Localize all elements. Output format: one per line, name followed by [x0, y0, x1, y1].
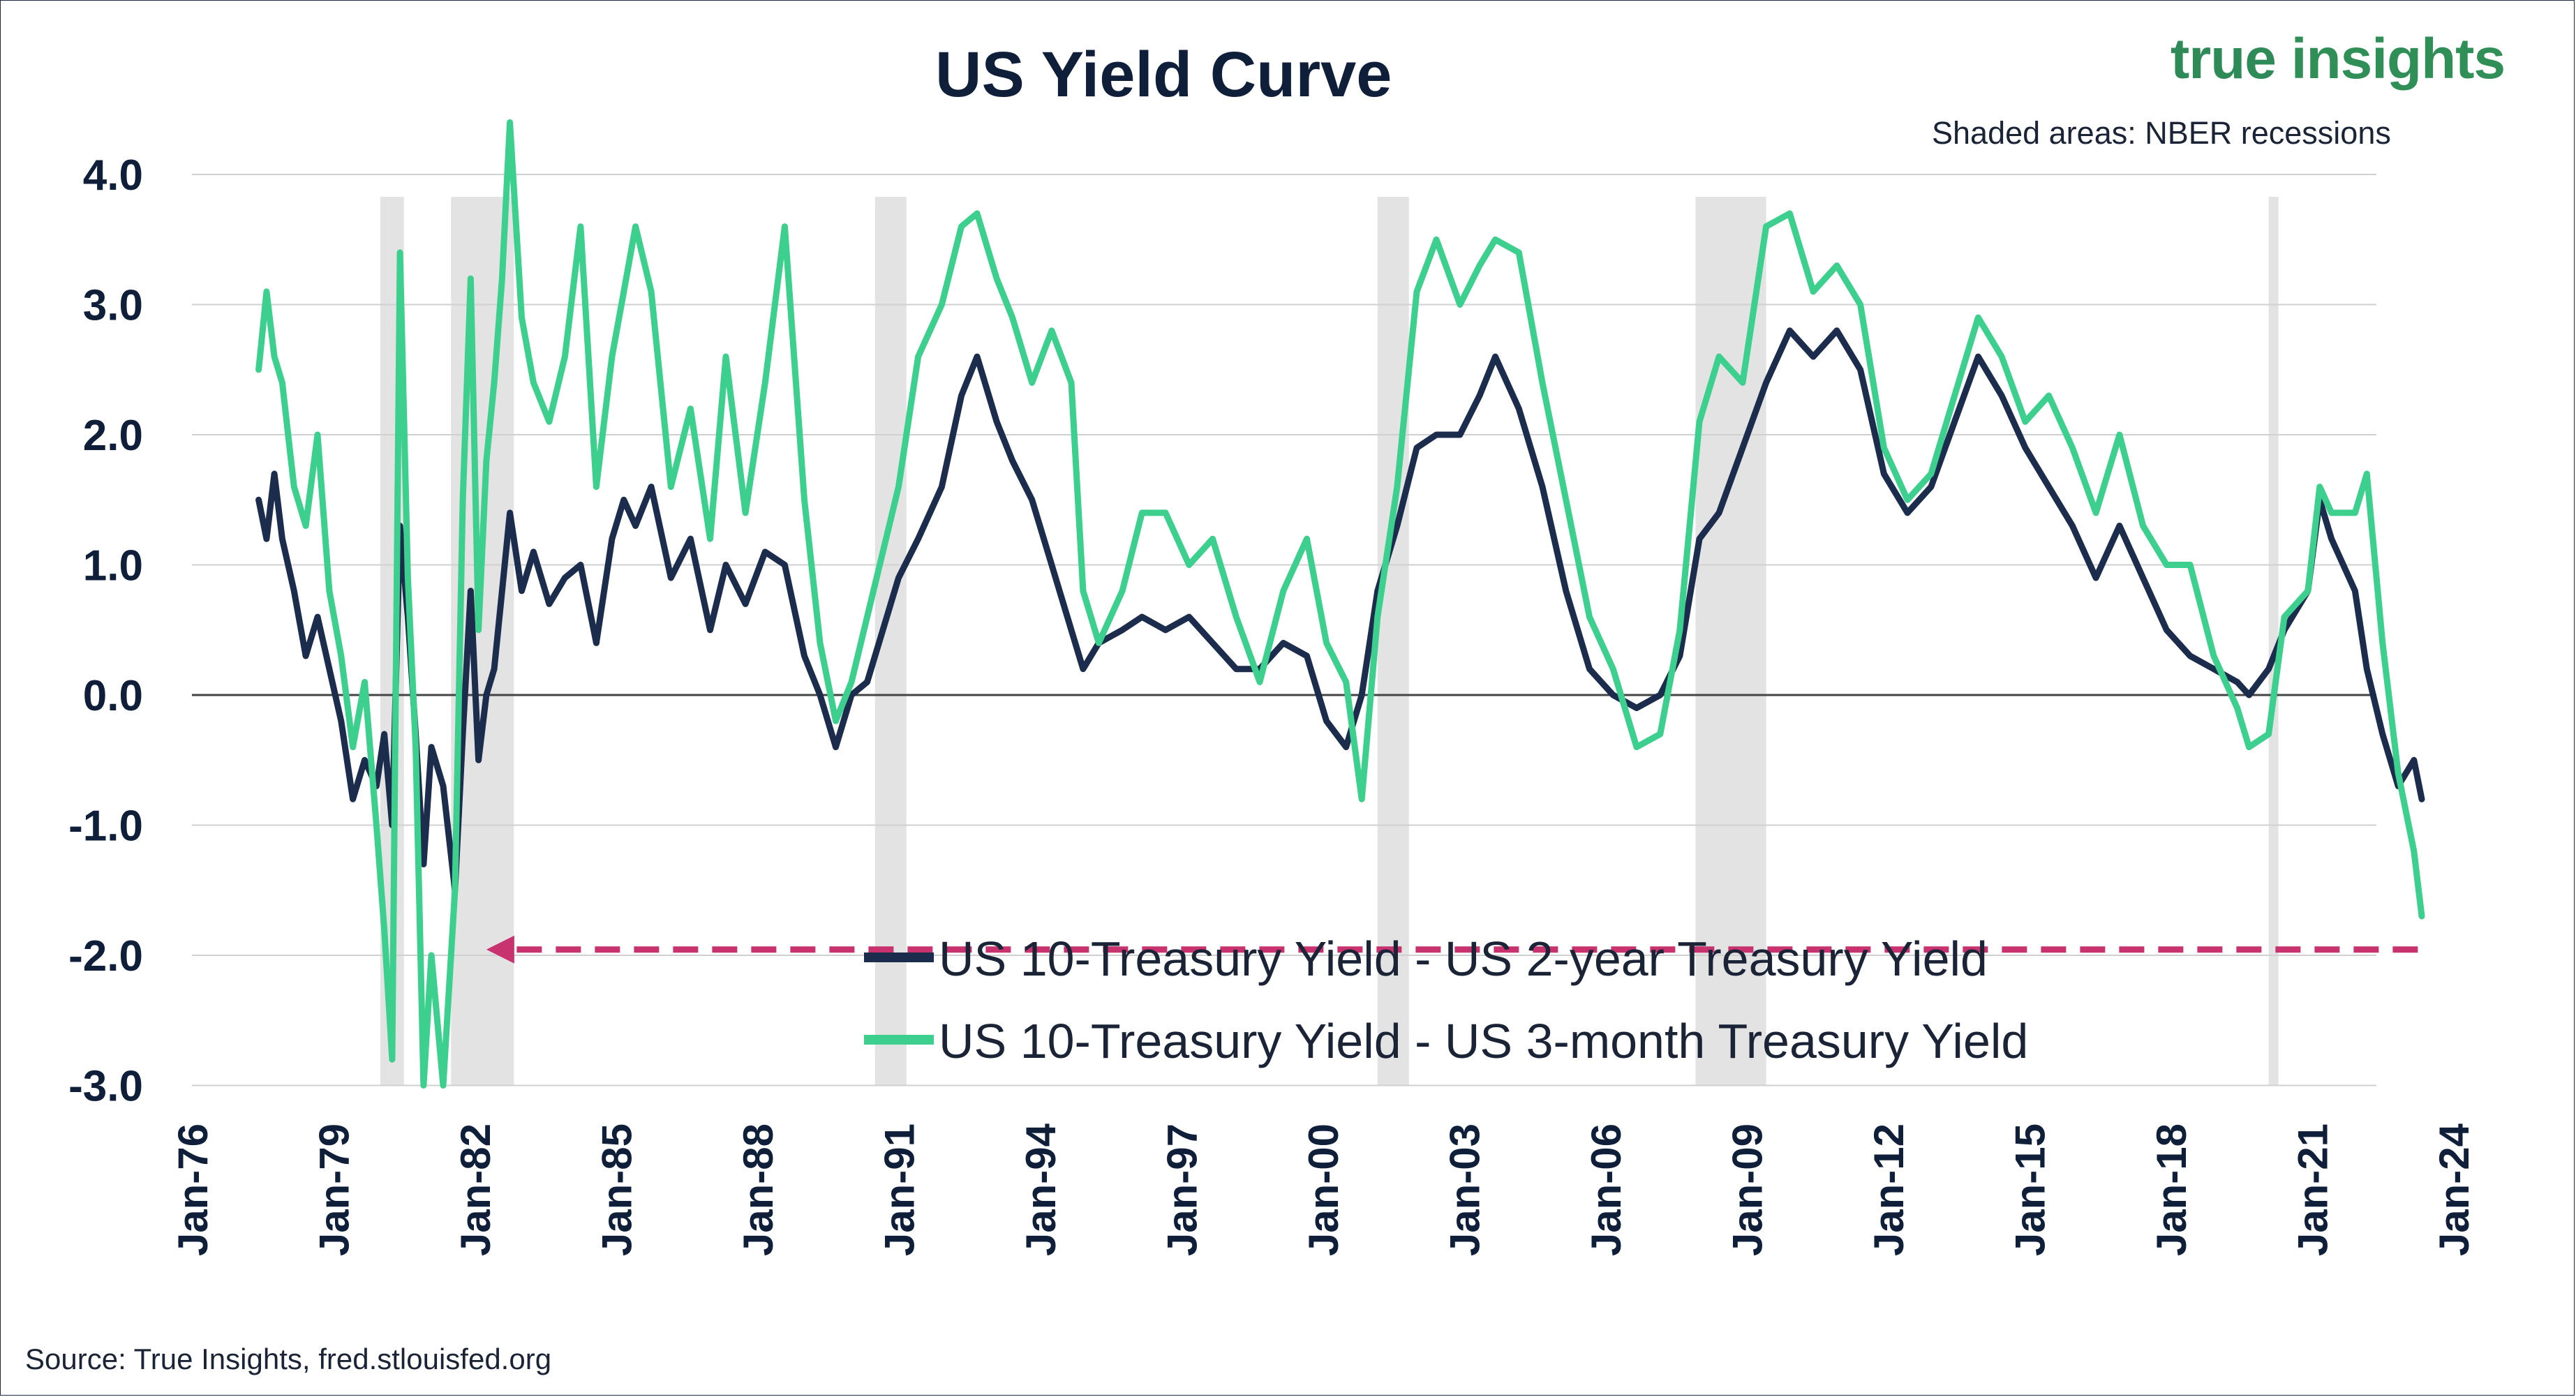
- inversion-arrow: [486, 935, 2418, 964]
- arrow-head: [486, 935, 514, 964]
- x-tick-label: Jan-21: [2290, 1123, 2337, 1256]
- x-tick-label: Jan-97: [1159, 1123, 1206, 1256]
- x-tick-label: Jan-85: [594, 1123, 641, 1256]
- y-tick-label: 0.0: [83, 672, 143, 720]
- brand-word-2: insights: [2291, 27, 2506, 91]
- y-tick-label: 3.0: [83, 282, 143, 330]
- legend-label-1: US 10-Treasury Yield - US 2-year Treasur…: [939, 932, 1988, 986]
- x-tick-label: Jan-94: [1018, 1123, 1064, 1256]
- recession-note: Shaded areas: NBER recessions: [1932, 115, 2391, 151]
- legend: US 10-Treasury Yield - US 2-year Treasur…: [864, 932, 2028, 1068]
- y-axis-ticks: 4.0 3.0 2.0 1.0 0.0 -1.0 -2.0 -3.0: [68, 151, 143, 1111]
- x-tick-label: Jan-79: [311, 1123, 358, 1256]
- x-tick-label: Jan-18: [2148, 1123, 2195, 1256]
- brand-logo: true insights: [2171, 27, 2506, 92]
- series-line-10y-3m: [255, 119, 2425, 1089]
- x-tick-label: Jan-06: [1583, 1123, 1630, 1256]
- legend-label-2: US 10-Treasury Yield - US 3-month Treasu…: [939, 1014, 2028, 1068]
- y-tick-label: 2.0: [83, 412, 143, 460]
- x-tick-label: Jan-12: [1866, 1123, 1912, 1256]
- x-tick-label: Jan-24: [2431, 1123, 2478, 1256]
- chart-title: US Yield Curve: [935, 39, 1392, 110]
- recession-band-4: [1377, 197, 1409, 1086]
- y-tick-label: -2.0: [68, 932, 143, 980]
- x-tick-label: Jan-03: [1442, 1123, 1489, 1256]
- grid-lines: [192, 174, 2376, 1086]
- y-tick-label: -1.0: [68, 802, 143, 851]
- y-tick-label: 4.0: [83, 151, 143, 200]
- y-tick-label: -3.0: [68, 1063, 143, 1111]
- y-tick-label: 1.0: [83, 542, 143, 590]
- recession-band-6: [2268, 197, 2279, 1086]
- x-tick-label: Jan-91: [877, 1123, 923, 1256]
- x-axis-ticks: Jan-76 Jan-79 Jan-82 Jan-85 Jan-88 Jan-91 Jan-…: [170, 1123, 2478, 1256]
- recession-band-5: [1695, 197, 1766, 1086]
- x-tick-label: Jan-76: [170, 1123, 216, 1256]
- x-tick-label: Jan-00: [1300, 1123, 1347, 1256]
- source-note: Source: True Insights, fred.stlouisfed.o…: [25, 1343, 552, 1375]
- x-tick-label: Jan-15: [2007, 1123, 2054, 1256]
- series-line-10y-2y: [255, 327, 2425, 894]
- x-tick-label: Jan-82: [452, 1123, 499, 1256]
- x-tick-label: Jan-88: [735, 1123, 782, 1256]
- x-tick-label: Jan-09: [1725, 1123, 1771, 1256]
- series-lines: [255, 119, 2425, 1089]
- brand-word-1: true: [2171, 27, 2277, 91]
